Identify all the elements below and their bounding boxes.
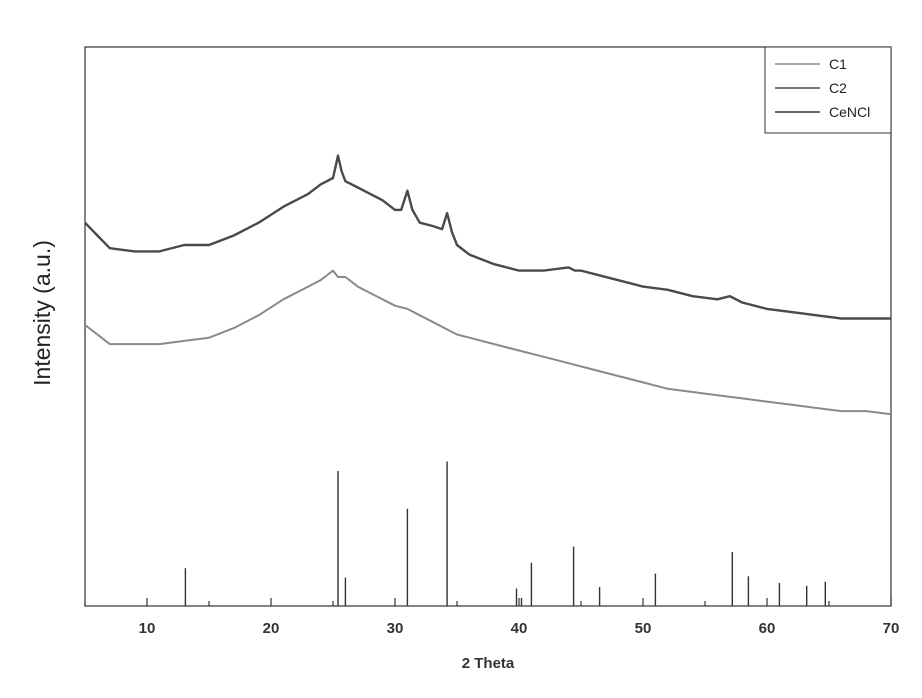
x-axis-title: 2 Theta: [462, 655, 515, 672]
legend-box: [765, 47, 891, 133]
y-axis-title: Intensity (a.u.): [29, 240, 55, 386]
x-tick-label-10: 10: [139, 620, 156, 637]
x-tick-label-40: 40: [511, 620, 528, 637]
x-tick-label-30: 30: [387, 620, 404, 637]
x-tick-label-50: 50: [635, 620, 652, 637]
legend-label-c1: C1: [829, 56, 847, 72]
x-tick-label-60: 60: [759, 620, 776, 637]
legend: C1 C2 CeNCl: [765, 47, 891, 133]
x-tick-label-70: 70: [883, 620, 900, 637]
x-tick-label-20: 20: [263, 620, 280, 637]
legend-label-c2: C2: [829, 80, 847, 96]
legend-label-cencl: CeNCl: [829, 104, 870, 120]
